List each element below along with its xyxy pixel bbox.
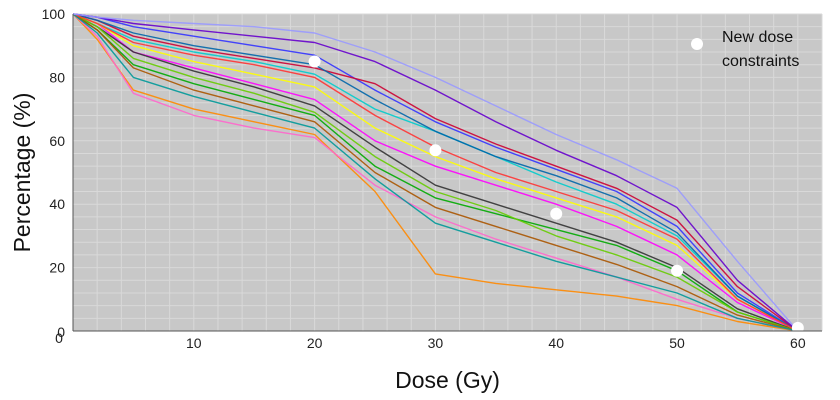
series-line-11 [72, 13, 799, 332]
dose-constraint-point-3 [550, 207, 563, 220]
series-lines [72, 13, 799, 332]
grid [72, 13, 823, 332]
series-line-16 [72, 13, 799, 332]
series-line-6 [72, 13, 799, 332]
series-line-13 [72, 13, 798, 332]
x-tick-label: 60 [790, 335, 806, 351]
series-line-4 [72, 13, 798, 332]
x-tick-label: 10 [186, 335, 202, 351]
legend-label-line: constraints [722, 53, 799, 70]
series-line-10 [72, 13, 799, 332]
y-tick-label: 20 [49, 260, 65, 276]
x-tick-label: 50 [669, 335, 685, 351]
x-tick-label: 0 [55, 330, 63, 346]
series-line-12 [72, 13, 799, 332]
series-line-14 [72, 13, 799, 332]
x-tick-label: 20 [307, 335, 323, 351]
legend-label-line: New dose [722, 29, 793, 46]
dose-constraint-point-1 [308, 55, 321, 68]
dose-constraint-point-5 [791, 321, 804, 334]
legend-marker [691, 38, 703, 50]
series-line-2 [72, 13, 799, 332]
series-line-15 [72, 13, 798, 332]
plot-background [73, 14, 822, 331]
dose-constraint-point-4 [671, 264, 684, 277]
y-tick-label: 100 [42, 6, 66, 22]
legend: New dose constraints [691, 29, 799, 70]
series-line-7 [72, 13, 799, 332]
y-tick-label: 0 [57, 324, 65, 340]
x-axis-title: Dose (Gy) [395, 367, 500, 393]
series-line-3 [72, 13, 799, 332]
dose-constraint-point-2 [429, 144, 442, 157]
x-tick-label: 40 [548, 335, 564, 351]
legend-label: New dose constraints [722, 29, 799, 70]
series-line-8 [72, 13, 799, 332]
x-tick-label: 30 [428, 335, 444, 351]
series-line-5 [72, 13, 799, 332]
axes: 10 20 30 40 50 60 00 20 40 60 80 100 [42, 6, 822, 351]
y-tick-label: 80 [49, 69, 65, 85]
y-axis-title: Percentage (%) [9, 93, 35, 253]
y-tick-label: 60 [49, 133, 65, 149]
y-tick-label: 40 [49, 196, 65, 212]
